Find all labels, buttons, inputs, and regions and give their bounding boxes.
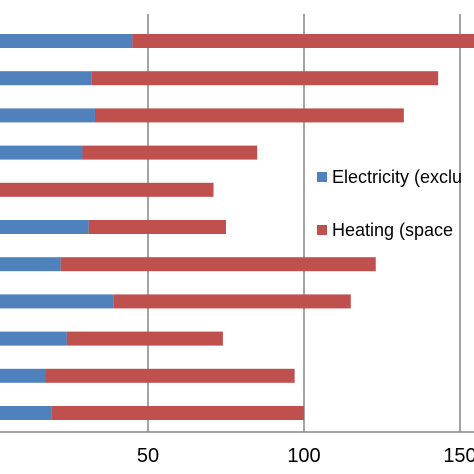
bar-heating-10	[45, 368, 295, 383]
bar-electricity-4	[0, 145, 83, 160]
x-tick-labels: 50 100 150	[137, 445, 474, 467]
bar-heating-11	[51, 406, 304, 420]
x-tick-label-150: 150	[443, 445, 474, 467]
bars	[0, 34, 474, 420]
bar-electricity-9	[0, 331, 67, 346]
bar-heating-4	[82, 145, 258, 160]
bar-heating-6	[88, 220, 226, 234]
bar-electricity-3	[0, 108, 95, 123]
bar-electricity-1	[0, 34, 133, 48]
bar-heating-3	[94, 108, 404, 123]
bar-electricity-2	[0, 71, 92, 86]
legend-label-electricity: Electricity (exclu	[332, 167, 462, 187]
x-tick-label-100: 100	[287, 445, 320, 467]
bar-electricity-7	[0, 257, 61, 272]
bar-electricity-8	[0, 294, 114, 309]
legend-swatch-electricity	[317, 172, 327, 182]
bar-heating-9	[66, 331, 223, 346]
legend-label-heating: Heating (space	[332, 220, 453, 240]
bar-heating-5	[0, 182, 214, 197]
x-tick-label-50: 50	[137, 445, 159, 467]
bar-heating-8	[113, 294, 351, 309]
bar-heating-7	[60, 257, 376, 272]
legend-swatch-heating	[317, 225, 327, 235]
bar-electricity-11	[0, 406, 52, 420]
bar-electricity-10	[0, 368, 46, 383]
bar-electricity-6	[0, 220, 89, 234]
legend: Electricity (exclu Heating (space	[317, 167, 462, 240]
bar-heating-1	[132, 34, 474, 48]
bar-heating-2	[91, 71, 439, 86]
